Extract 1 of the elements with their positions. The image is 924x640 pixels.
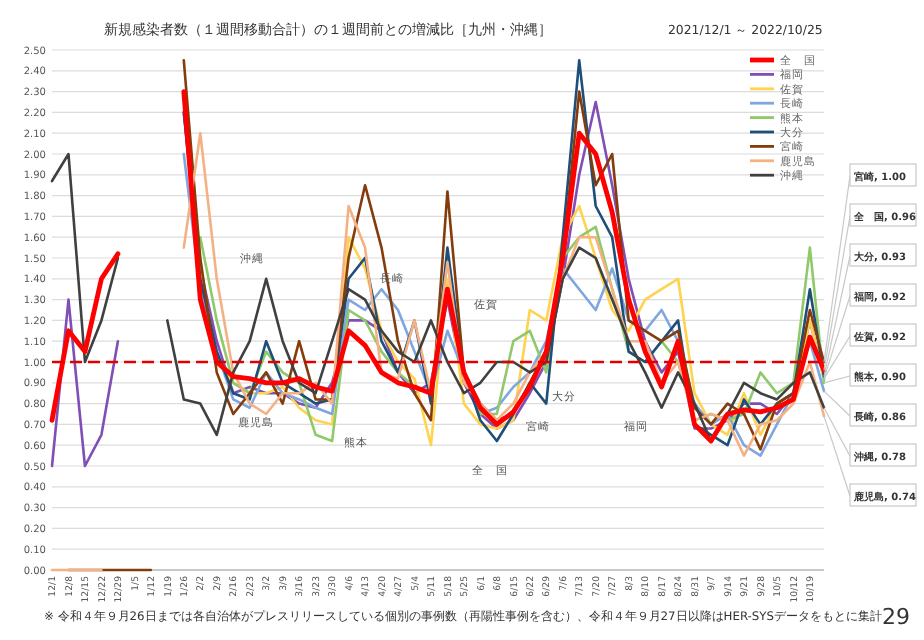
text: 29	[882, 604, 910, 630]
